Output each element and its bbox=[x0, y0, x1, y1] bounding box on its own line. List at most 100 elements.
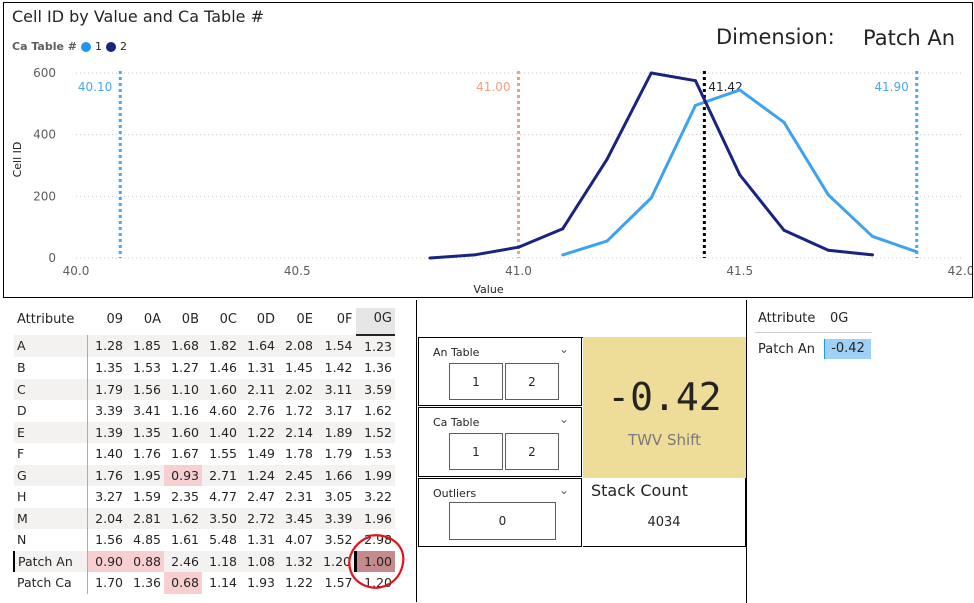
matrix-header-attribute[interactable]: Attribute bbox=[17, 311, 75, 327]
matrix-row-label[interactable]: N bbox=[14, 529, 88, 551]
matrix-cell[interactable]: 1.99 bbox=[355, 464, 395, 486]
matrix-row-label[interactable]: H bbox=[14, 486, 88, 508]
matrix-cell[interactable]: 1.76 bbox=[133, 446, 161, 462]
outliers-input[interactable]: 0 bbox=[449, 502, 556, 540]
matrix-cell[interactable]: 2.71 bbox=[202, 464, 240, 486]
matrix-cell[interactable]: 2.47 bbox=[247, 489, 275, 505]
matrix-cell[interactable]: 5.48 bbox=[209, 532, 237, 548]
matrix-cell[interactable]: 1.16 bbox=[171, 403, 199, 419]
matrix-cell[interactable]: 1.89 bbox=[316, 421, 356, 443]
matrix-cell[interactable]: 1.24 bbox=[240, 464, 278, 486]
matrix-row-label[interactable]: B bbox=[14, 357, 88, 379]
matrix-cell[interactable]: 1.57 bbox=[324, 575, 353, 591]
matrix-row-label[interactable]: F bbox=[14, 443, 88, 465]
matrix-row[interactable]: N 1.56 4.85 1.61 5.48 1.31 4.07 3.52 2.98 bbox=[14, 529, 395, 551]
matrix-column-header[interactable]: 0G bbox=[355, 308, 395, 336]
matrix-cell[interactable]: 3.59 bbox=[355, 378, 395, 400]
matrix-cell[interactable]: 3.52 bbox=[324, 532, 353, 548]
matrix-cell[interactable]: 4.77 bbox=[209, 489, 237, 505]
matrix-cell[interactable]: 3.41 bbox=[133, 403, 161, 419]
matrix-cell[interactable]: 1.68 bbox=[164, 334, 202, 357]
data-point[interactable] bbox=[738, 88, 742, 92]
data-point[interactable] bbox=[649, 196, 653, 200]
matrix-row[interactable]: M 2.04 2.81 1.62 3.50 2.72 3.45 3.39 1.96 bbox=[14, 507, 395, 529]
matrix-row-label[interactable]: Patch Ca bbox=[14, 572, 88, 594]
matrix-row[interactable]: Patch Ca 1.70 1.36 0.68 1.14 1.93 1.22 1.57 1.20 bbox=[14, 572, 395, 594]
data-point[interactable] bbox=[517, 245, 520, 249]
matrix-row[interactable]: A 1.28 1.85 1.68 1.82 1.64 2.08 1.54 1.23 bbox=[14, 334, 395, 357]
data-point[interactable] bbox=[694, 79, 697, 83]
matrix-cell[interactable]: 1.22 bbox=[285, 575, 313, 591]
chevron-down-icon[interactable]: ⌄ bbox=[558, 342, 569, 356]
matrix-cell[interactable]: 1.60 bbox=[164, 421, 202, 443]
matrix-cell[interactable]: 1.61 bbox=[171, 532, 199, 548]
data-point[interactable] bbox=[428, 256, 432, 260]
data-point[interactable] bbox=[871, 234, 874, 238]
matrix-cell[interactable]: 1.54 bbox=[316, 334, 356, 357]
matrix-cell[interactable]: 1.56 bbox=[126, 378, 164, 400]
matrix-cell[interactable]: 1.27 bbox=[171, 360, 199, 376]
matrix-cell[interactable]: 1.40 bbox=[95, 446, 123, 462]
matrix-cell[interactable]: 1.67 bbox=[171, 446, 199, 462]
matrix-cell[interactable]: 1.40 bbox=[202, 421, 240, 443]
matrix-column-header[interactable]: 09 bbox=[106, 311, 123, 327]
matrix-cell[interactable]: 1.93 bbox=[247, 575, 275, 591]
matrix-cell[interactable]: 1.66 bbox=[316, 464, 356, 486]
data-point[interactable] bbox=[782, 228, 786, 232]
matrix-cell[interactable]: 1.56 bbox=[95, 532, 123, 548]
matrix-cell[interactable]: 1.76 bbox=[87, 464, 126, 486]
data-point[interactable] bbox=[871, 253, 874, 257]
matrix-column-header[interactable]: 0F bbox=[336, 311, 353, 327]
matrix-cell[interactable]: 1.36 bbox=[133, 575, 161, 591]
matrix-cell[interactable]: 0.88 bbox=[126, 550, 164, 572]
ca-table-option-2[interactable]: 2 bbox=[505, 433, 559, 470]
matrix-cell[interactable]: 0.90 bbox=[87, 550, 126, 572]
matrix-row-label[interactable]: D bbox=[14, 400, 88, 422]
matrix-cell[interactable]: 3.39 bbox=[95, 403, 123, 419]
matrix-row[interactable]: H 3.27 1.59 2.35 4.77 2.47 2.31 3.05 3.22 bbox=[14, 486, 395, 508]
matrix-cell[interactable]: 1.18 bbox=[202, 550, 240, 572]
matrix-cell[interactable]: 1.62 bbox=[164, 507, 202, 529]
matrix-cell[interactable]: 1.53 bbox=[133, 360, 161, 376]
matrix-cell[interactable]: 1.42 bbox=[324, 360, 353, 376]
matrix-cell[interactable]: 1.79 bbox=[87, 378, 126, 400]
matrix-cell[interactable]: 1.28 bbox=[87, 334, 126, 357]
data-point[interactable] bbox=[694, 103, 697, 107]
matrix-cell[interactable]: 1.35 bbox=[126, 421, 164, 443]
matrix-cell[interactable]: 1.95 bbox=[126, 464, 164, 486]
matrix-cell[interactable]: 1.60 bbox=[202, 378, 240, 400]
matrix-cell[interactable]: 2.14 bbox=[278, 421, 316, 443]
matrix-cell[interactable]: 1.22 bbox=[240, 421, 278, 443]
matrix-cell[interactable]: 1.23 bbox=[355, 334, 395, 357]
legend-item-2[interactable]: 2 bbox=[120, 40, 127, 53]
data-point[interactable] bbox=[472, 253, 476, 257]
matrix-row-label[interactable]: C bbox=[14, 378, 88, 400]
data-point[interactable] bbox=[915, 250, 919, 254]
matrix-cell[interactable]: 2.02 bbox=[278, 378, 316, 400]
matrix-column-header[interactable]: 0E bbox=[296, 311, 314, 327]
matrix-cell[interactable]: 1.49 bbox=[247, 446, 275, 462]
matrix-cell[interactable]: 0.93 bbox=[164, 464, 202, 486]
data-point[interactable] bbox=[605, 239, 609, 243]
matrix-row[interactable]: F 1.40 1.76 1.67 1.55 1.49 1.78 1.79 1.53 bbox=[14, 443, 395, 465]
matrix-cell[interactable]: 2.11 bbox=[240, 378, 278, 400]
matrix-cell[interactable]: 1.64 bbox=[240, 334, 278, 357]
matrix-row-label[interactable]: G bbox=[14, 464, 88, 486]
matrix-cell[interactable]: 2.81 bbox=[126, 507, 164, 529]
matrix-cell[interactable]: 3.50 bbox=[202, 507, 240, 529]
matrix-cell[interactable]: 3.22 bbox=[364, 489, 392, 505]
matrix-cell[interactable]: 1.20 bbox=[316, 550, 356, 572]
matrix-row-label[interactable]: Patch An bbox=[13, 550, 88, 572]
data-point[interactable] bbox=[738, 173, 742, 177]
data-point[interactable] bbox=[826, 193, 830, 197]
matrix-cell[interactable]: 3.45 bbox=[278, 507, 316, 529]
ca-table-option-1[interactable]: 1 bbox=[449, 433, 503, 470]
matrix-cell[interactable]: 2.04 bbox=[87, 507, 126, 529]
matrix-cell[interactable]: 1.45 bbox=[285, 360, 313, 376]
matrix-cell[interactable]: 1.10 bbox=[164, 378, 202, 400]
matrix-cell[interactable]: 3.05 bbox=[324, 489, 353, 505]
matrix-cell[interactable]: 1.59 bbox=[133, 489, 161, 505]
matrix-cell[interactable]: 1.72 bbox=[285, 403, 313, 419]
matrix-cell[interactable]: 1.79 bbox=[324, 446, 353, 462]
